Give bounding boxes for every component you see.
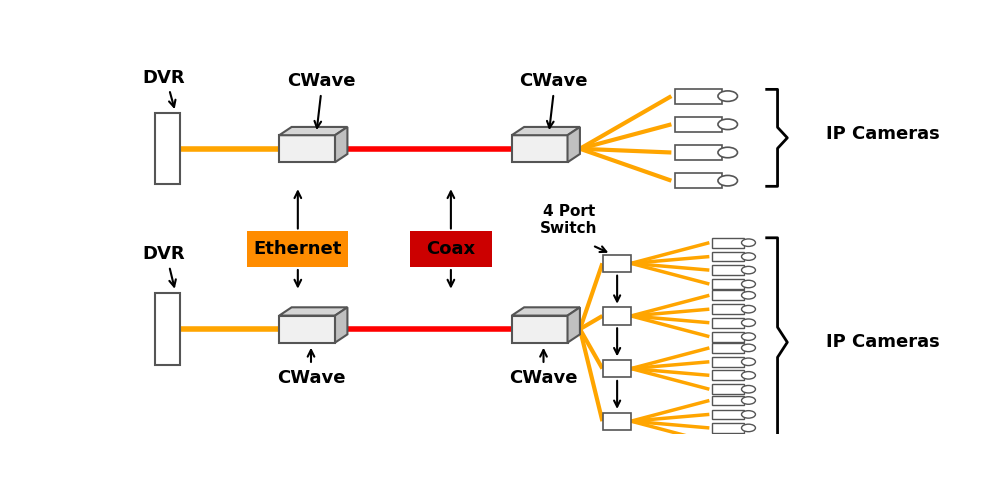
Polygon shape	[568, 307, 580, 343]
Ellipse shape	[742, 291, 755, 299]
Text: DVR: DVR	[142, 245, 185, 264]
Bar	[603, 307, 631, 325]
Bar	[603, 360, 631, 377]
Polygon shape	[279, 127, 347, 135]
Bar	[155, 293, 180, 365]
Ellipse shape	[718, 147, 737, 158]
Bar	[712, 265, 744, 275]
Bar	[712, 318, 744, 327]
Ellipse shape	[718, 119, 737, 130]
Bar	[712, 279, 744, 289]
Bar	[712, 370, 744, 380]
Polygon shape	[512, 127, 580, 135]
Text: DVR: DVR	[142, 69, 185, 87]
Polygon shape	[512, 316, 568, 343]
Bar	[675, 145, 722, 160]
Text: Ethernet: Ethernet	[254, 240, 342, 258]
Bar	[247, 231, 348, 267]
Bar	[712, 396, 744, 406]
Ellipse shape	[742, 410, 755, 418]
Polygon shape	[512, 307, 580, 316]
Text: CWave: CWave	[509, 368, 578, 386]
Polygon shape	[279, 316, 335, 343]
Polygon shape	[335, 127, 347, 163]
Ellipse shape	[742, 253, 755, 260]
Ellipse shape	[742, 319, 755, 326]
Bar	[410, 231, 492, 267]
Polygon shape	[279, 135, 335, 163]
Ellipse shape	[718, 175, 737, 186]
Polygon shape	[279, 307, 347, 316]
Bar	[712, 305, 744, 314]
Bar	[712, 290, 744, 300]
Text: 4 Port
Switch: 4 Port Switch	[540, 204, 598, 236]
Ellipse shape	[742, 305, 755, 313]
Bar	[675, 117, 722, 132]
Ellipse shape	[742, 358, 755, 366]
Ellipse shape	[742, 397, 755, 404]
Bar	[712, 423, 744, 433]
Bar	[712, 252, 744, 262]
Ellipse shape	[742, 424, 755, 432]
Text: CWave: CWave	[277, 368, 345, 386]
Bar	[712, 238, 744, 247]
Bar	[712, 343, 744, 353]
Polygon shape	[335, 307, 347, 343]
Bar	[603, 412, 631, 430]
Text: CWave: CWave	[287, 73, 355, 90]
Bar	[712, 437, 744, 447]
Ellipse shape	[742, 266, 755, 274]
Bar	[712, 357, 744, 366]
Text: IP Cameras: IP Cameras	[826, 125, 940, 142]
Text: CWave: CWave	[519, 73, 588, 90]
Bar	[712, 409, 744, 419]
Bar	[603, 255, 631, 272]
Ellipse shape	[742, 344, 755, 352]
Ellipse shape	[742, 386, 755, 393]
Ellipse shape	[742, 333, 755, 341]
Polygon shape	[568, 127, 580, 163]
Bar	[155, 113, 180, 184]
Ellipse shape	[742, 371, 755, 379]
Polygon shape	[512, 135, 568, 163]
Text: IP Cameras: IP Cameras	[826, 333, 940, 351]
Bar	[712, 385, 744, 394]
Text: Coax: Coax	[426, 240, 475, 258]
Ellipse shape	[742, 280, 755, 288]
Ellipse shape	[742, 239, 755, 246]
Bar	[675, 89, 722, 103]
Bar	[675, 173, 722, 188]
Bar	[712, 332, 744, 342]
Ellipse shape	[718, 91, 737, 102]
Ellipse shape	[742, 438, 755, 446]
